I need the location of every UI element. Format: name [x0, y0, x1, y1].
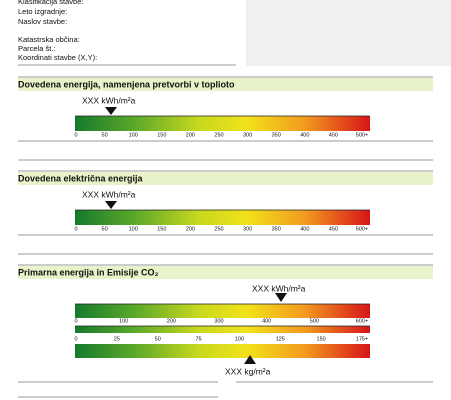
info-label: Parcela št.:: [18, 44, 56, 53]
info-label: Leto izgradnje:: [18, 7, 67, 16]
marker-label: XXX kWh/m²a: [82, 189, 136, 199]
tick-label: 150: [157, 226, 166, 232]
tick-label: 300: [243, 226, 252, 232]
tick-label: 450: [329, 132, 338, 138]
tick-label: 200: [186, 132, 195, 138]
tick-label: 100: [129, 226, 138, 232]
scale-bar: [75, 304, 370, 318]
tick-label: 25: [114, 336, 120, 342]
tick-label: 400: [300, 132, 309, 138]
tick-label: 50: [102, 132, 108, 138]
info-label: Naslov stavbe:: [18, 17, 67, 26]
tick-label: 300: [214, 318, 223, 324]
tick-label: 150: [157, 132, 166, 138]
tick-label: 200: [167, 318, 176, 324]
tick-label: 500+: [356, 132, 368, 138]
tick-label: 350: [272, 132, 281, 138]
tick-label: 0: [74, 318, 77, 324]
info-box: [246, 0, 451, 66]
tick-label: 500: [310, 318, 319, 324]
tick-label: 350: [272, 226, 281, 232]
tick-label: 50: [155, 336, 161, 342]
tick-label: 200: [186, 226, 195, 232]
marker: [105, 107, 117, 115]
section-title: Primarna energija in Emisije CO₂: [18, 267, 159, 277]
tick-label: 50: [102, 226, 108, 232]
tick-label: 175+: [356, 336, 368, 342]
tick-label: 500+: [356, 226, 368, 232]
tick-label: 250: [214, 226, 223, 232]
tick-label: 0: [74, 132, 77, 138]
tick-label: 150: [317, 336, 326, 342]
marker: [275, 293, 287, 302]
scale-bar: [75, 116, 370, 131]
scale-bar: [75, 210, 370, 225]
section-title: Dovedena električna energija: [18, 173, 144, 183]
tick-label: 125: [276, 336, 285, 342]
tick-label: 450: [329, 226, 338, 232]
info-label: Koordinati stavbe (X,Y):: [18, 53, 97, 62]
tick-label: 100: [119, 318, 128, 324]
marker-label: XXX kWh/m²a: [82, 95, 136, 105]
tick-label: 75: [196, 336, 202, 342]
scale-bar: [75, 326, 370, 333]
tick-label: 600+: [356, 318, 368, 324]
tick-label: 100: [235, 336, 244, 342]
marker: [105, 201, 117, 209]
info-label: Katastrska občina:: [18, 35, 80, 44]
section-header: [18, 172, 433, 185]
section-header: [18, 266, 433, 279]
tick-label: 250: [214, 132, 223, 138]
marker-label: XXX kWh/m²a: [252, 283, 306, 293]
tick-label: 100: [129, 132, 138, 138]
tick-label: 0: [74, 226, 77, 232]
info-label: Klasifikacija stavbe:: [18, 0, 83, 6]
tick-label: 400: [300, 226, 309, 232]
marker-label: XXX kg/m²a: [225, 366, 271, 376]
section-header: [18, 78, 433, 91]
marker: [244, 355, 256, 364]
tick-label: 300: [243, 132, 252, 138]
tick-label: 0: [74, 336, 77, 342]
scale-bar: [75, 344, 370, 358]
section-title: Dovedena energija, namenjena pretvorbi v…: [18, 79, 235, 89]
tick-label: 400: [262, 318, 271, 324]
